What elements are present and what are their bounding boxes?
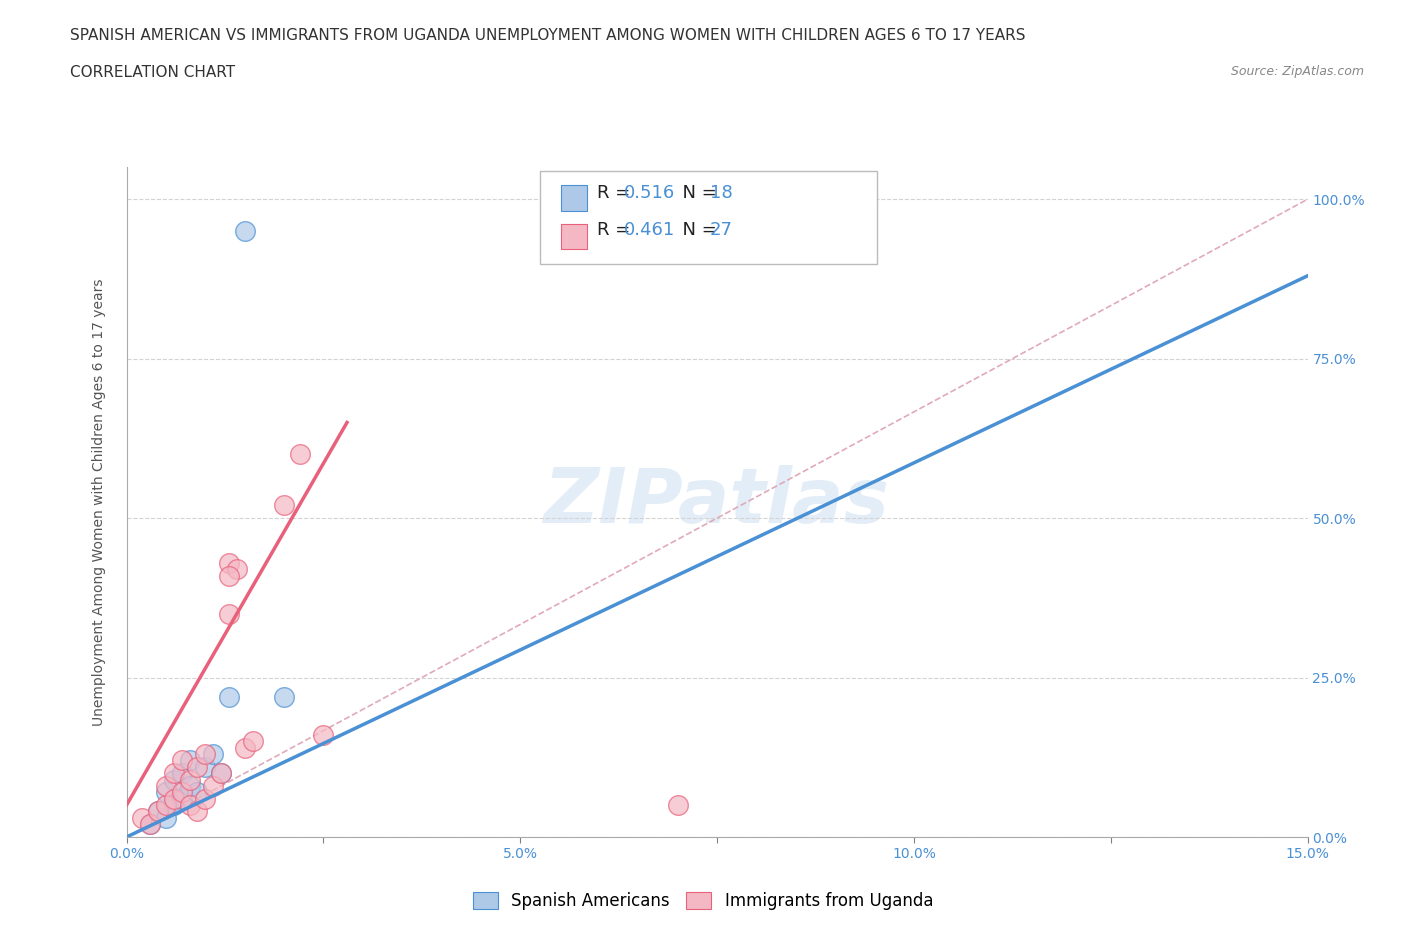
Point xyxy=(186,760,208,775)
Text: 0.516: 0.516 xyxy=(624,184,675,202)
Point xyxy=(312,727,335,742)
Point xyxy=(163,772,186,787)
Point xyxy=(163,791,186,806)
Point xyxy=(209,765,232,780)
Text: N =: N = xyxy=(671,184,723,202)
Text: 18: 18 xyxy=(710,184,733,202)
Text: SPANISH AMERICAN VS IMMIGRANTS FROM UGANDA UNEMPLOYMENT AMONG WOMEN WITH CHILDRE: SPANISH AMERICAN VS IMMIGRANTS FROM UGAN… xyxy=(70,28,1026,43)
Point xyxy=(273,498,295,512)
Point xyxy=(194,791,217,806)
Point xyxy=(288,447,311,462)
Bar xyxy=(561,223,588,249)
Point xyxy=(179,772,201,787)
Point xyxy=(233,224,256,239)
Text: Source: ZipAtlas.com: Source: ZipAtlas.com xyxy=(1230,65,1364,78)
Point xyxy=(170,765,193,780)
Point xyxy=(170,791,193,806)
Point xyxy=(218,568,240,583)
Point xyxy=(163,765,186,780)
Text: 0.461: 0.461 xyxy=(624,221,675,239)
Point xyxy=(155,785,177,800)
Point xyxy=(186,785,208,800)
Text: CORRELATION CHART: CORRELATION CHART xyxy=(70,65,235,80)
Point xyxy=(163,798,186,813)
Point xyxy=(139,817,162,831)
Text: ZIPatlas: ZIPatlas xyxy=(544,465,890,539)
Point xyxy=(824,224,846,239)
Point xyxy=(202,778,225,793)
Point xyxy=(155,810,177,825)
Point xyxy=(209,765,232,780)
Point xyxy=(179,798,201,813)
Text: R =: R = xyxy=(596,184,636,202)
Point xyxy=(186,804,208,819)
Bar xyxy=(561,185,588,211)
Point xyxy=(194,747,217,762)
Point xyxy=(194,760,217,775)
FancyBboxPatch shape xyxy=(540,171,876,264)
Point xyxy=(170,753,193,768)
Point xyxy=(218,606,240,621)
Point xyxy=(202,747,225,762)
Point xyxy=(139,817,162,831)
Text: N =: N = xyxy=(671,221,723,239)
Y-axis label: Unemployment Among Women with Children Ages 6 to 17 years: Unemployment Among Women with Children A… xyxy=(91,278,105,726)
Point xyxy=(225,562,247,577)
Point xyxy=(179,778,201,793)
Point xyxy=(146,804,169,819)
Point xyxy=(170,785,193,800)
Point xyxy=(242,734,264,749)
Point xyxy=(233,740,256,755)
Point xyxy=(155,798,177,813)
Text: R =: R = xyxy=(596,221,636,239)
Point xyxy=(155,778,177,793)
Point xyxy=(218,689,240,704)
Text: 27: 27 xyxy=(710,221,733,239)
Point xyxy=(131,810,153,825)
Point xyxy=(666,798,689,813)
Legend: Spanish Americans, Immigrants from Uganda: Spanish Americans, Immigrants from Ugand… xyxy=(467,885,939,917)
Point xyxy=(179,753,201,768)
Point xyxy=(146,804,169,819)
Point xyxy=(273,689,295,704)
Point xyxy=(218,555,240,570)
